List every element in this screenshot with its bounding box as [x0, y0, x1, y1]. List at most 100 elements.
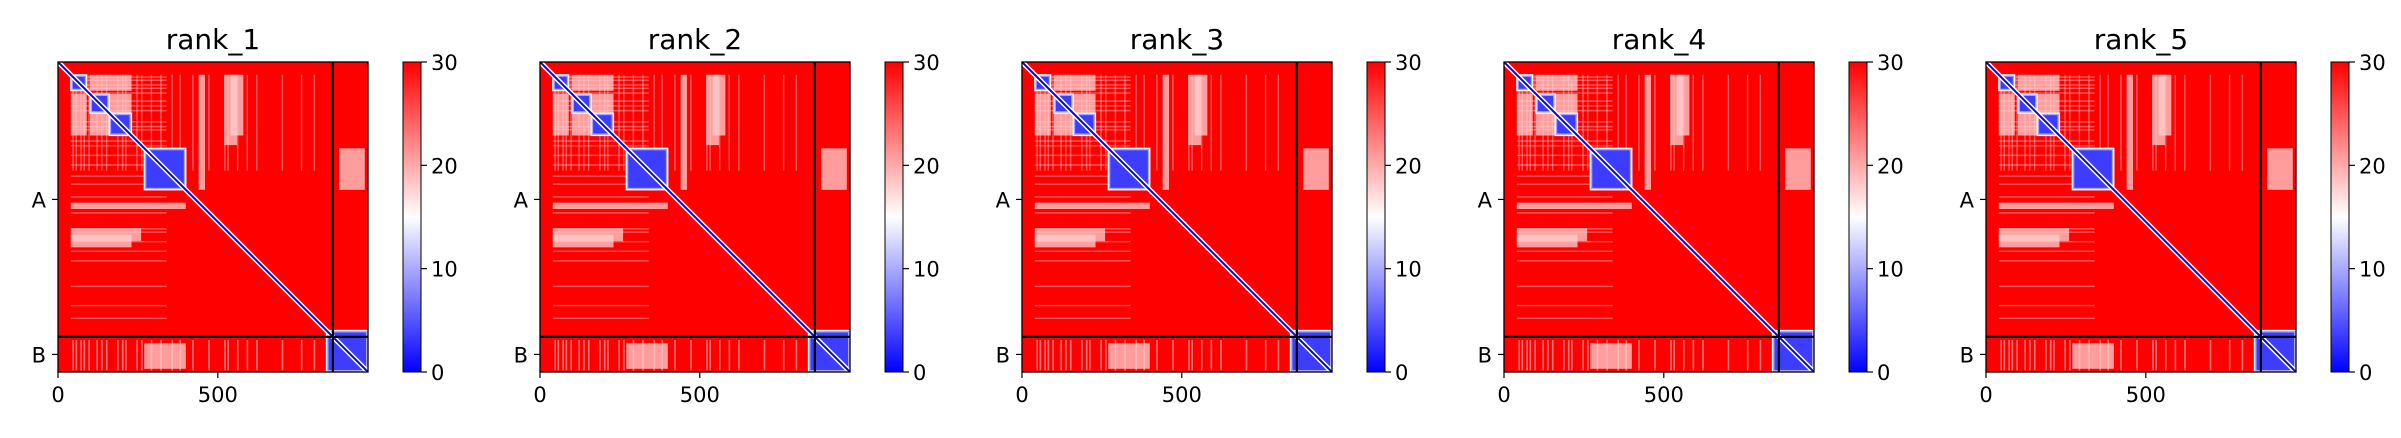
y-tick-label: B [1960, 343, 1974, 367]
streak-b [101, 340, 103, 371]
colorbar-tick-label: 30 [1877, 51, 1904, 75]
streak-b [795, 340, 798, 371]
streak-b [565, 340, 568, 371]
streak-row [1516, 175, 1613, 177]
y-tick-label: B [1478, 343, 1492, 367]
streak-col [2078, 74, 2081, 171]
streak-col [208, 74, 210, 171]
mid-patch [144, 343, 186, 369]
streak-col [2228, 74, 2231, 171]
mid-patch [1555, 93, 1578, 114]
plot-frame [57, 61, 369, 373]
streak-b [208, 340, 210, 371]
streak-row [70, 196, 167, 198]
streak-b [2011, 340, 2014, 371]
streak-row [1516, 196, 1613, 198]
streak-b [557, 340, 560, 371]
y-tick-label: B [996, 343, 1010, 367]
streak-b [121, 340, 124, 371]
mid-patch [571, 74, 614, 91]
y-tick-label: A [1478, 188, 1493, 212]
streak-b [2029, 340, 2031, 371]
streak-b [1638, 340, 1640, 371]
streak-col [782, 74, 785, 171]
streak-col [2241, 74, 2244, 171]
streak-b [1188, 340, 1190, 371]
colorbar-tick-label: 20 [1877, 154, 1904, 178]
streak-col [1124, 74, 1126, 171]
streak-row [70, 317, 167, 320]
streak-col [1596, 74, 1599, 171]
streak-row [70, 212, 167, 214]
streak-col [661, 74, 663, 171]
streak-col [1746, 74, 1749, 171]
streak-row [1034, 175, 1131, 177]
streak-b [562, 340, 564, 371]
streak-col [1135, 74, 1137, 171]
mid-patch [1670, 74, 1683, 146]
streak-b [1200, 340, 1203, 371]
streak-b [83, 340, 86, 371]
plot-frame [1985, 61, 2297, 373]
streak-b [96, 340, 98, 371]
streak-col [1727, 74, 1730, 171]
streak-col [1114, 74, 1117, 171]
streak-row [1998, 304, 2095, 307]
streak-row [70, 140, 167, 142]
streak-b [75, 340, 78, 371]
streak-row [552, 196, 649, 198]
x-tick-label: 500 [1162, 383, 1202, 407]
streak-col [1156, 74, 1158, 171]
streak-row [1516, 183, 1613, 185]
streak-b [728, 340, 731, 371]
streak-b [2120, 340, 2122, 371]
streak-row [1034, 196, 1131, 198]
x-tick-label: 0 [533, 383, 546, 407]
streak-b [2136, 340, 2138, 371]
mid-patch [552, 93, 569, 136]
streak-b [738, 340, 740, 371]
streak-col [1534, 74, 1536, 171]
streak-b [256, 340, 258, 371]
mid-patch [1073, 93, 1096, 114]
streak-b [1682, 340, 1685, 371]
streak-b [1673, 340, 1675, 371]
streak-row [552, 154, 649, 157]
streak-b [1085, 340, 1088, 371]
y-tick-label: A [1960, 188, 1975, 212]
mid-patch [1034, 202, 1150, 210]
y-tick-label: A [32, 188, 47, 212]
streak-b [1210, 340, 1213, 371]
streak-row [1998, 317, 2095, 320]
streak-col [2136, 74, 2138, 171]
streak-b [554, 340, 556, 371]
streak-col [1582, 74, 1584, 171]
streak-col [1052, 74, 1054, 171]
streak-b [300, 340, 303, 371]
panel-title: rank_1 [166, 23, 260, 56]
streak-b [763, 340, 766, 371]
heatmap [1022, 62, 1332, 372]
streak-row [1516, 317, 1613, 320]
streak-row [1034, 92, 1131, 94]
streak-b [2003, 340, 2006, 371]
streak-b [1047, 340, 1050, 371]
mid-patch [70, 202, 186, 210]
x-tick-label: 0 [1497, 383, 1510, 407]
heatmap [540, 62, 850, 372]
colorbar [1848, 61, 1868, 373]
streak-b [1036, 340, 1038, 371]
streak-row [1034, 285, 1131, 288]
streak-row [70, 285, 167, 288]
mid-patch [1188, 74, 1201, 146]
streak-row [70, 145, 167, 147]
streak-b [80, 340, 82, 371]
streak-col [2088, 74, 2090, 171]
colorbar-tick-label: 30 [2359, 51, 2386, 75]
streak-row [1998, 154, 2095, 157]
colorbar-tick-label: 10 [2359, 258, 2386, 282]
streak-row [552, 183, 649, 185]
streak-b [1526, 340, 1528, 371]
streak-row [552, 140, 649, 142]
